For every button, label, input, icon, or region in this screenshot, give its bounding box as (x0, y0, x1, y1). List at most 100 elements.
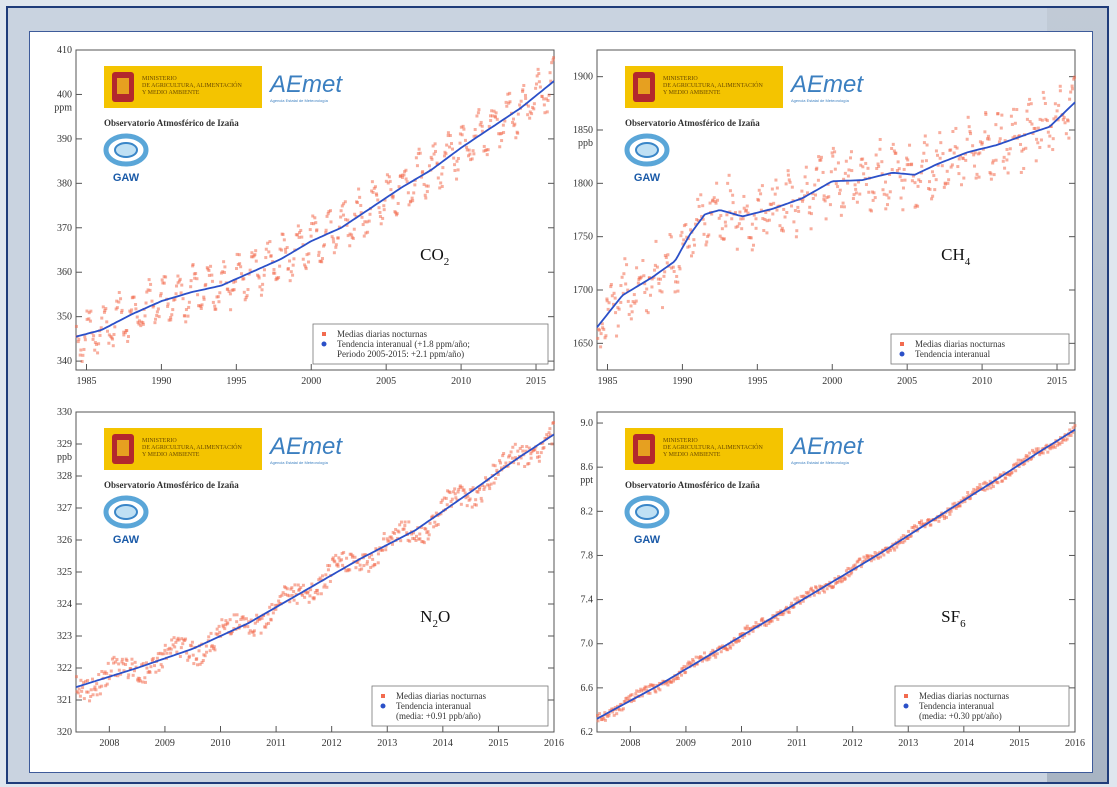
data-point (471, 486, 475, 490)
data-point (846, 181, 850, 185)
data-point (876, 162, 880, 166)
data-point (935, 153, 939, 157)
data-point (884, 546, 888, 550)
data-point (261, 282, 265, 286)
data-point (328, 209, 332, 213)
data-point (304, 267, 308, 271)
data-point (378, 548, 382, 552)
data-point (109, 669, 113, 673)
data-point (1068, 97, 1072, 101)
data-point (1040, 450, 1044, 454)
x-tick-label: 1990 (672, 376, 692, 387)
y-tick-label: 324 (57, 599, 72, 610)
data-point (913, 181, 917, 185)
data-point (797, 209, 801, 213)
data-point (629, 317, 633, 321)
data-point (529, 452, 533, 456)
data-point (244, 296, 248, 300)
data-point (141, 321, 145, 325)
data-point (864, 183, 868, 187)
y-tick-label: 1700 (573, 285, 593, 296)
x-tick-label: 2015 (526, 376, 546, 387)
data-point (967, 493, 971, 497)
data-point (872, 191, 876, 195)
data-point (613, 706, 617, 710)
data-point (670, 680, 674, 684)
data-point (184, 320, 188, 324)
data-point (436, 523, 440, 527)
legend-entry: Medias diarias nocturnas (396, 691, 486, 701)
legend-entry: Medias diarias nocturnas (915, 339, 1005, 349)
data-point (929, 523, 933, 527)
data-point (90, 677, 94, 681)
data-point (446, 131, 450, 135)
data-point (762, 620, 766, 624)
data-point (156, 307, 160, 311)
data-point (463, 491, 467, 495)
data-point (881, 188, 885, 192)
data-point (518, 103, 522, 107)
data-point (1022, 457, 1026, 461)
data-point (689, 661, 693, 665)
data-point (493, 115, 497, 119)
data-point (1013, 121, 1017, 125)
data-point (978, 483, 982, 487)
data-point (1034, 159, 1038, 163)
data-point (295, 601, 299, 605)
data-point (966, 115, 970, 119)
data-point (228, 618, 232, 622)
data-point (545, 433, 549, 437)
data-point (850, 570, 854, 574)
data-point (381, 216, 385, 220)
data-point (793, 209, 797, 213)
data-point (600, 322, 604, 326)
data-point (157, 668, 161, 672)
data-point (548, 71, 552, 75)
data-point (956, 165, 960, 169)
data-point (930, 170, 934, 174)
data-point (714, 201, 718, 205)
data-point (268, 605, 272, 609)
data-point (269, 618, 273, 622)
data-point (115, 657, 119, 661)
data-point (133, 660, 137, 664)
data-point (980, 142, 984, 146)
data-point (750, 248, 754, 252)
data-point (314, 221, 318, 225)
gaw-label: GAW (113, 534, 140, 546)
data-point (449, 500, 453, 504)
data-point (89, 688, 93, 692)
data-point (281, 232, 285, 236)
data-point (676, 289, 680, 293)
data-point (836, 161, 840, 165)
data-point (427, 533, 431, 537)
data-point (371, 190, 375, 194)
data-point (489, 482, 493, 486)
data-point (680, 230, 684, 234)
legend-box (371, 685, 549, 727)
data-point (105, 320, 109, 324)
data-point (85, 317, 89, 321)
data-point (124, 662, 128, 666)
data-point (181, 642, 185, 646)
data-point (644, 309, 648, 313)
data-point (910, 162, 914, 166)
data-point (346, 234, 350, 238)
data-point (168, 646, 172, 650)
y-tick-label: 350 (57, 312, 72, 323)
data-point (196, 293, 200, 297)
data-point (200, 660, 204, 664)
data-point (414, 534, 418, 538)
data-point (104, 684, 108, 688)
data-point (671, 677, 675, 681)
gaw-label: GAW (634, 172, 661, 184)
data-point (117, 662, 121, 666)
data-point (951, 129, 955, 133)
data-point (85, 309, 89, 313)
data-point (621, 291, 625, 295)
data-point (117, 668, 121, 672)
data-point (117, 300, 121, 304)
data-point (603, 711, 607, 715)
ministry-name-line: MINISTERIO (142, 438, 177, 444)
